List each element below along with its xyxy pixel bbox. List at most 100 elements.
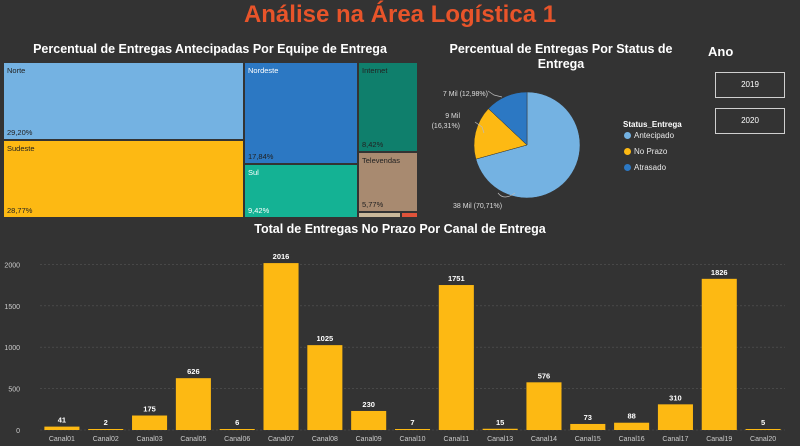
legend-item-no-prazo[interactable]: No Prazo xyxy=(624,147,667,156)
data-label: 6 xyxy=(235,418,239,427)
bar-canal13[interactable] xyxy=(482,428,518,430)
treemap-title: Percentual de Entregas Antecipadas Por E… xyxy=(33,42,387,56)
legend-label: Antecipado xyxy=(634,131,675,140)
legend-label: Atrasado xyxy=(634,163,667,172)
data-label: 1025 xyxy=(317,334,334,343)
treemap-cell-nordeste[interactable]: Nordeste 17,84% xyxy=(244,62,358,164)
x-tick-label: Canal01 xyxy=(49,436,75,443)
year-option-2020[interactable]: 2020 xyxy=(715,108,785,134)
legend-dot-icon xyxy=(624,164,631,171)
treemap-label: Sudeste xyxy=(7,144,35,153)
data-label: 1826 xyxy=(711,268,728,277)
x-tick-label: Canal09 xyxy=(356,436,382,443)
data-label: 15 xyxy=(496,418,504,427)
dashboard-title: Análise na Área Logística 1 xyxy=(243,1,557,28)
treemap-value: 17,84% xyxy=(248,152,274,161)
treemap-cell-sudeste[interactable]: Sudeste 28,77% xyxy=(3,140,244,218)
treemap-cell-small-1[interactable] xyxy=(358,212,401,218)
x-tick-label: Canal13 xyxy=(487,436,513,443)
treemap-value: 28,77% xyxy=(7,206,33,215)
bar-canal06[interactable] xyxy=(219,429,255,430)
pie-title-line1: Percentual de Entregas Por Status de xyxy=(449,42,673,56)
legend-dot-icon xyxy=(624,132,631,139)
pie-title-line2: Entrega xyxy=(537,57,585,71)
bar-canal14[interactable] xyxy=(526,382,562,430)
bar-canal09[interactable] xyxy=(351,410,387,430)
treemap-chart: Norte 29,20% Sudeste 28,77% Nordeste 17,… xyxy=(3,62,418,218)
bar-chart-title: Total de Entregas No Prazo Por Canal de … xyxy=(254,222,546,236)
legend-item-antecipado[interactable]: Antecipado xyxy=(624,131,674,140)
y-tick-label: 1000 xyxy=(4,345,20,352)
x-tick-label: Canal05 xyxy=(180,436,206,443)
data-label: 7 xyxy=(410,418,414,427)
bar-canal08[interactable] xyxy=(307,345,343,430)
x-tick-label: Canal08 xyxy=(312,436,338,443)
data-label: 88 xyxy=(627,412,635,421)
treemap-cell-sul[interactable]: Sul 9,42% xyxy=(244,164,358,218)
legend-title: Status_Entrega xyxy=(623,120,682,129)
treemap-label: Nordeste xyxy=(248,66,279,75)
treemap-value: 9,42% xyxy=(248,206,270,215)
bar-canal15[interactable] xyxy=(570,423,606,430)
bar-chart: 0 500 1000 1500 2000 41 Canal01 2 Canal02 175 Cana… xyxy=(4,252,785,443)
data-label: 2 xyxy=(104,418,108,427)
data-label: 230 xyxy=(362,400,375,409)
bar-canal10[interactable] xyxy=(394,429,431,430)
bar-canal20[interactable] xyxy=(745,429,781,430)
pie-leader-line xyxy=(487,90,503,98)
treemap-label: Sul xyxy=(248,168,259,177)
x-tick-label: Canal16 xyxy=(619,436,645,443)
year-option-2019[interactable]: 2019 xyxy=(715,72,785,98)
x-tick-label: Canal06 xyxy=(224,436,250,443)
bar-canal17[interactable] xyxy=(657,404,693,430)
bar-canal16[interactable] xyxy=(614,422,650,430)
data-label: 175 xyxy=(143,405,156,414)
treemap-label: Internet xyxy=(362,66,388,75)
x-tick-label: Canal07 xyxy=(268,436,294,443)
pie-label-no-prazo-pct: (16,31%) xyxy=(432,123,460,130)
bar-canal05[interactable] xyxy=(175,378,211,430)
treemap-cell-small-2[interactable] xyxy=(401,212,418,218)
data-label: 2016 xyxy=(273,252,290,261)
x-tick-label: Canal10 xyxy=(399,436,425,443)
treemap-cell-norte[interactable]: Norte 29,20% xyxy=(3,62,244,140)
pie-chart: 38 Mil (70,71%) 9 Mil (16,31%) 7 Mil (12,98… xyxy=(432,90,581,210)
data-label: 41 xyxy=(58,416,66,425)
bar-canal01[interactable] xyxy=(44,426,80,430)
pie-leader-line xyxy=(497,192,516,198)
bar-canal19[interactable] xyxy=(701,278,737,430)
treemap-value: 29,20% xyxy=(7,128,33,137)
pie-leader-line xyxy=(474,121,485,134)
year-slicer-title: Ano xyxy=(708,44,734,59)
y-tick-label: 500 xyxy=(8,387,20,394)
data-label: 310 xyxy=(669,393,682,402)
bar-canal11[interactable] xyxy=(438,285,474,430)
x-tick-label: Canal03 xyxy=(137,436,163,443)
y-tick-label: 0 xyxy=(16,428,20,435)
data-label: 626 xyxy=(187,367,200,376)
x-tick-label: Canal11 xyxy=(444,436,470,443)
data-label: 73 xyxy=(584,413,592,422)
bar-canal02[interactable] xyxy=(88,429,124,430)
pie-label-atrasado: 7 Mil (12,98%) xyxy=(443,91,488,98)
x-tick-label: Canal17 xyxy=(662,436,688,443)
pie-slice-no-prazo[interactable] xyxy=(473,108,528,160)
bar-canal07[interactable] xyxy=(263,263,299,430)
pie-slice-atrasado[interactable] xyxy=(488,91,528,146)
data-label: 576 xyxy=(538,371,551,380)
treemap-cell-televendas[interactable]: Televendas 5,77% xyxy=(358,152,418,212)
pie-label-antecipado: 38 Mil (70,71%) xyxy=(453,203,502,210)
pie-slice-antecipado[interactable] xyxy=(475,91,581,199)
x-tick-label: Canal02 xyxy=(93,436,119,443)
treemap-label: Televendas xyxy=(362,156,400,165)
pie-label-no-prazo-value: 9 Mil xyxy=(445,113,460,120)
data-label: 1751 xyxy=(448,274,465,283)
legend-item-atrasado[interactable]: Atrasado xyxy=(624,163,666,172)
x-tick-label: Canal14 xyxy=(531,436,557,443)
x-tick-label: Canal20 xyxy=(750,436,776,443)
bar-canal03[interactable] xyxy=(132,415,168,430)
treemap-value: 5,77% xyxy=(362,200,384,209)
treemap-label: Norte xyxy=(7,66,26,75)
treemap-cell-internet[interactable]: Internet 8,42% xyxy=(358,62,418,152)
y-tick-label: 2000 xyxy=(4,262,20,269)
